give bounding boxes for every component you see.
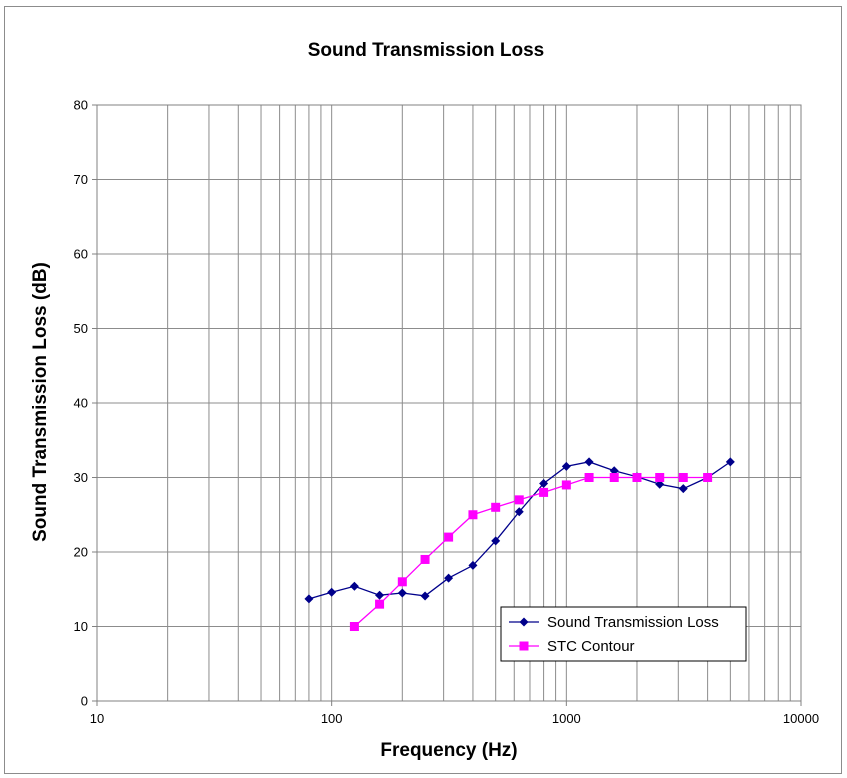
y-tick-label: 70: [74, 172, 88, 187]
x-tick-label: 1000: [552, 711, 581, 726]
series-line: [353, 476, 708, 627]
data-point: [444, 532, 454, 542]
chart-title: Sound Transmission Loss: [308, 40, 545, 61]
series-line: [308, 461, 731, 600]
x-axis-title: Frequency (Hz): [380, 740, 517, 761]
y-tick-label: 30: [74, 470, 88, 485]
data-point: [468, 510, 478, 520]
y-tick-label: 80: [74, 98, 88, 113]
data-point: [491, 502, 501, 512]
data-point: [375, 599, 385, 609]
legend-label: STC Contour: [547, 638, 635, 655]
data-point: [678, 484, 688, 494]
legend-box: [500, 606, 747, 662]
data-point: [514, 507, 524, 517]
legend-marker: [519, 617, 529, 627]
legend-label: Sound Transmission Loss: [547, 614, 719, 631]
data-point: [304, 594, 314, 604]
series-1: [304, 457, 735, 604]
x-axis-ticks: 10 100 1000 10000: [90, 701, 819, 726]
y-tick-label: 40: [74, 396, 88, 411]
data-point: [349, 622, 359, 631]
y-tick-label: 0: [81, 694, 88, 709]
legend-marker: [519, 641, 529, 651]
data-point: [514, 495, 524, 505]
data-point: [397, 588, 407, 598]
data-point: [444, 573, 454, 583]
y-axis-title: Sound Transmission Loss (dB): [30, 262, 51, 542]
data-point: [725, 457, 735, 467]
legend: Sound Transmission Loss STC Contour: [500, 606, 747, 662]
y-tick-label: 60: [74, 247, 88, 262]
data-point: [632, 473, 642, 482]
data-point: [420, 554, 430, 564]
data-point: [468, 560, 478, 570]
data-point: [397, 577, 407, 587]
data-point: [539, 487, 549, 497]
data-point: [609, 473, 619, 482]
y-tick-label: 10: [74, 619, 88, 634]
series-2: [349, 473, 713, 631]
data-point: [561, 461, 571, 471]
y-axis-ticks: 0 10 20 30 40 50 60 70 80: [74, 98, 97, 709]
series-layer: [304, 457, 735, 631]
x-tick-label: 10: [90, 711, 104, 726]
data-point: [327, 587, 337, 597]
y-tick-label: 50: [74, 321, 88, 336]
y-tick-label: 20: [74, 545, 88, 560]
x-tick-label: 100: [321, 711, 343, 726]
data-point: [539, 478, 549, 488]
data-point: [655, 473, 665, 482]
data-point: [703, 473, 713, 482]
data-point: [561, 480, 571, 490]
data-point: [491, 536, 501, 546]
data-point: [420, 591, 430, 601]
data-point: [678, 473, 688, 482]
data-point: [349, 581, 359, 591]
data-point: [584, 457, 594, 467]
data-point: [375, 590, 385, 600]
data-point: [584, 473, 594, 482]
x-tick-label: 10000: [783, 711, 819, 726]
